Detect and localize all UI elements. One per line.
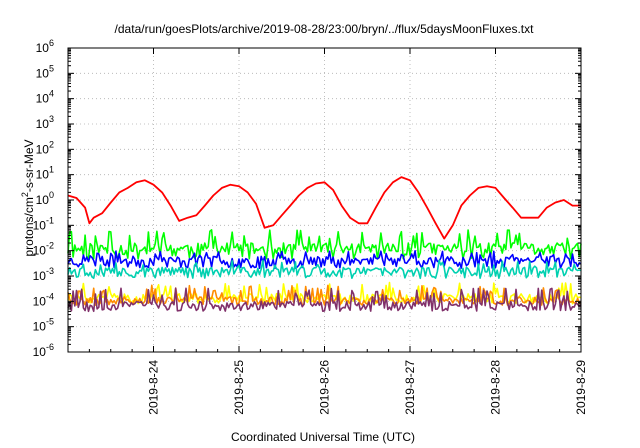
series-line-0 — [67, 176, 581, 240]
series-lines — [67, 176, 582, 313]
y-axis-label: protons/cm2-s-sr-MeV — [20, 139, 36, 256]
y-tick-label: 10-1 — [33, 215, 54, 232]
chart-title: /data/run/goesPlots/archive/2019-08-28/2… — [115, 22, 535, 36]
x-tick-label: 2019-8-29 — [574, 360, 588, 415]
x-tick-label: 2019-8-27 — [403, 360, 417, 415]
y-axis-label-rest: -s-sr-MeV — [22, 139, 36, 192]
grid-lines — [68, 48, 581, 352]
y-tick-label: 101 — [36, 165, 54, 182]
y-axis-ticks: 10-6 10-5 10-4 10-3 10-2 10-1 100 101 102 103 104 1… — [33, 38, 581, 359]
x-axis-ticks: 2019-8-24 2019-8-25 2019-8-26 2019-8-27 2019… — [88, 48, 588, 415]
y-tick-label: 102 — [36, 139, 54, 156]
series-line-1 — [67, 229, 582, 260]
y-tick-label: 10-5 — [33, 317, 54, 334]
y-tick-label: 104 — [36, 89, 54, 106]
series-line-2 — [67, 250, 582, 269]
y-axis-label-base: protons/cm — [22, 197, 36, 256]
x-tick-label: 2019-8-28 — [489, 360, 503, 415]
x-tick-label: 2019-8-24 — [147, 360, 161, 415]
y-axis-label-sup: 2 — [20, 192, 30, 197]
y-tick-label: 100 — [36, 190, 54, 207]
x-tick-label: 2019-8-26 — [318, 360, 332, 415]
y-tick-label: 106 — [36, 38, 54, 55]
y-tick-label: 10-4 — [33, 291, 54, 308]
series-line-3 — [67, 259, 582, 280]
y-tick-label: 10-6 — [33, 342, 54, 359]
y-tick-label: 10-2 — [33, 241, 54, 258]
y-tick-label: 105 — [36, 63, 54, 80]
series-line-6 — [67, 287, 582, 313]
y-tick-label: 10-3 — [33, 266, 54, 283]
x-tick-label: 2019-8-25 — [232, 360, 246, 415]
x-axis-label: Coordinated Universal Time (UTC) — [231, 430, 415, 444]
y-tick-label: 103 — [36, 114, 54, 131]
